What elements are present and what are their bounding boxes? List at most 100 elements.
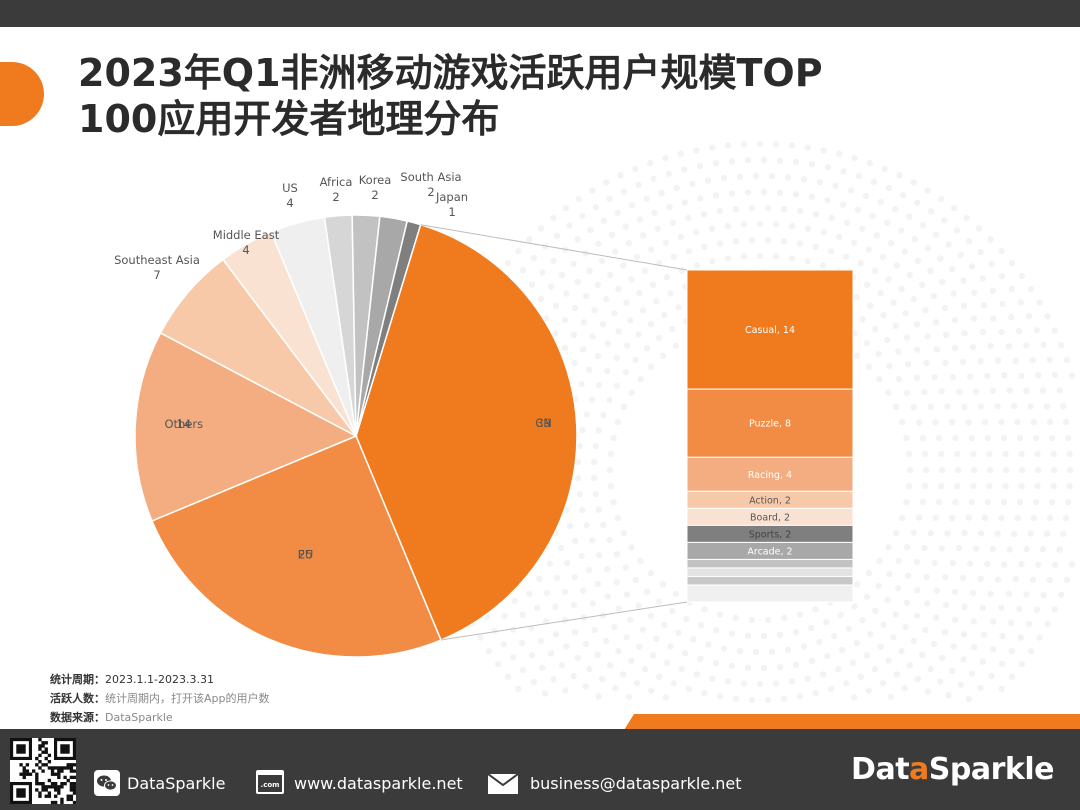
bg-dot xyxy=(998,514,1005,522)
bg-dot xyxy=(709,675,716,682)
bg-dot xyxy=(902,309,909,317)
bg-dot xyxy=(576,490,583,498)
bg-dot xyxy=(636,216,644,223)
bg-dot xyxy=(756,220,764,228)
bg-dot xyxy=(635,331,642,338)
bg-dot xyxy=(756,252,764,260)
bg-dot xyxy=(768,648,776,655)
bg-dot xyxy=(622,564,629,571)
bg-dot xyxy=(950,290,957,297)
bg-dot xyxy=(716,240,724,247)
bg-dot xyxy=(951,588,959,596)
bg-dot xyxy=(1039,387,1047,394)
bg-dot xyxy=(903,543,911,551)
bg-dot xyxy=(649,652,657,659)
bg-dot xyxy=(1065,498,1072,506)
bg-dot xyxy=(960,631,968,638)
bg-dot xyxy=(704,177,712,184)
bg-dot xyxy=(876,557,883,564)
bg-dot xyxy=(977,403,985,410)
bg-dot xyxy=(586,366,593,373)
bg-dot xyxy=(595,693,602,700)
notes-block: 统计周期：2023.1.1-2023.3.31 活跃人数：统计周期内，打开该Ap… xyxy=(50,670,270,727)
bg-dot xyxy=(877,290,884,297)
bg-dot xyxy=(552,330,559,337)
bg-dot xyxy=(1002,450,1009,458)
bg-dot xyxy=(885,276,892,283)
bg-dot xyxy=(906,466,914,474)
bg-dot xyxy=(965,419,972,426)
bg-dot xyxy=(574,236,581,243)
bg-dot xyxy=(944,403,951,410)
bg-dot xyxy=(1035,561,1042,568)
bg-dot xyxy=(1063,357,1071,364)
bg-dot xyxy=(862,192,870,199)
bg-dot xyxy=(662,239,670,246)
pie-value-middle-east: 4 xyxy=(242,243,249,257)
bar-segment-label: Casual, 14 xyxy=(745,325,795,336)
bg-dot xyxy=(952,616,959,623)
bg-dot xyxy=(905,450,913,457)
bg-dot xyxy=(1046,356,1053,363)
bg-dot xyxy=(839,646,846,654)
bg-dot xyxy=(666,203,673,211)
bg-dot xyxy=(635,181,642,188)
bg-dot xyxy=(812,606,819,613)
bg-dot xyxy=(1006,546,1013,553)
bg-dot xyxy=(579,212,586,220)
footer-website[interactable]: www.datasparkle.net xyxy=(294,774,463,793)
qr-code-icon xyxy=(10,738,76,804)
bg-dot xyxy=(604,593,611,600)
bg-dot xyxy=(792,661,800,668)
bg-dot xyxy=(851,603,858,610)
bg-dot xyxy=(713,627,720,634)
bg-dot xyxy=(625,239,633,247)
footer-email[interactable]: business@datasparkle.net xyxy=(530,774,742,793)
bg-dot xyxy=(905,572,912,579)
bg-dot xyxy=(580,346,587,353)
bg-dot xyxy=(865,363,873,370)
bg-dot xyxy=(845,625,852,633)
bg-dot xyxy=(606,195,613,203)
bg-dot xyxy=(1014,418,1021,426)
bg-dot xyxy=(820,229,827,236)
bg-dot xyxy=(839,201,847,208)
bg-dot xyxy=(586,567,593,574)
bg-dot xyxy=(876,376,883,383)
bg-dot xyxy=(620,188,628,195)
bar-segment xyxy=(686,558,854,569)
bg-dot xyxy=(979,604,986,612)
bg-dot xyxy=(563,290,570,297)
bg-dot xyxy=(1050,482,1057,490)
bg-dot xyxy=(562,205,569,212)
bg-dot xyxy=(595,240,602,247)
bg-dot xyxy=(602,295,610,303)
bg-dot xyxy=(571,629,579,636)
bg-dot xyxy=(598,675,606,683)
bg-dot xyxy=(903,434,910,441)
bg-dot xyxy=(945,241,952,248)
bg-dot xyxy=(910,179,917,186)
bg-dot xyxy=(720,645,728,652)
bg-dot xyxy=(951,205,958,212)
bg-dot xyxy=(561,317,568,324)
bg-dot xyxy=(914,346,921,353)
bg-dot xyxy=(970,315,977,322)
bg-dot xyxy=(952,499,959,506)
page-title: 2023年Q1非洲移动游戏活跃用户规模TOP 100应用开发者地理分布 xyxy=(78,50,978,142)
bg-dot xyxy=(661,311,668,319)
bg-dot xyxy=(937,678,944,685)
bg-dot xyxy=(1051,561,1059,569)
bg-dot xyxy=(500,641,507,648)
bg-dot xyxy=(615,605,622,612)
bg-dot xyxy=(938,388,945,395)
bg-dot xyxy=(870,178,878,185)
bg-dot xyxy=(550,257,557,264)
connector-line-bottom xyxy=(440,601,688,641)
bg-dot xyxy=(740,221,748,228)
bg-dot xyxy=(515,247,522,255)
bg-dot xyxy=(1036,634,1043,641)
bg-dot xyxy=(1060,530,1067,538)
bg-dot xyxy=(1066,450,1073,458)
bg-dot xyxy=(948,514,956,522)
